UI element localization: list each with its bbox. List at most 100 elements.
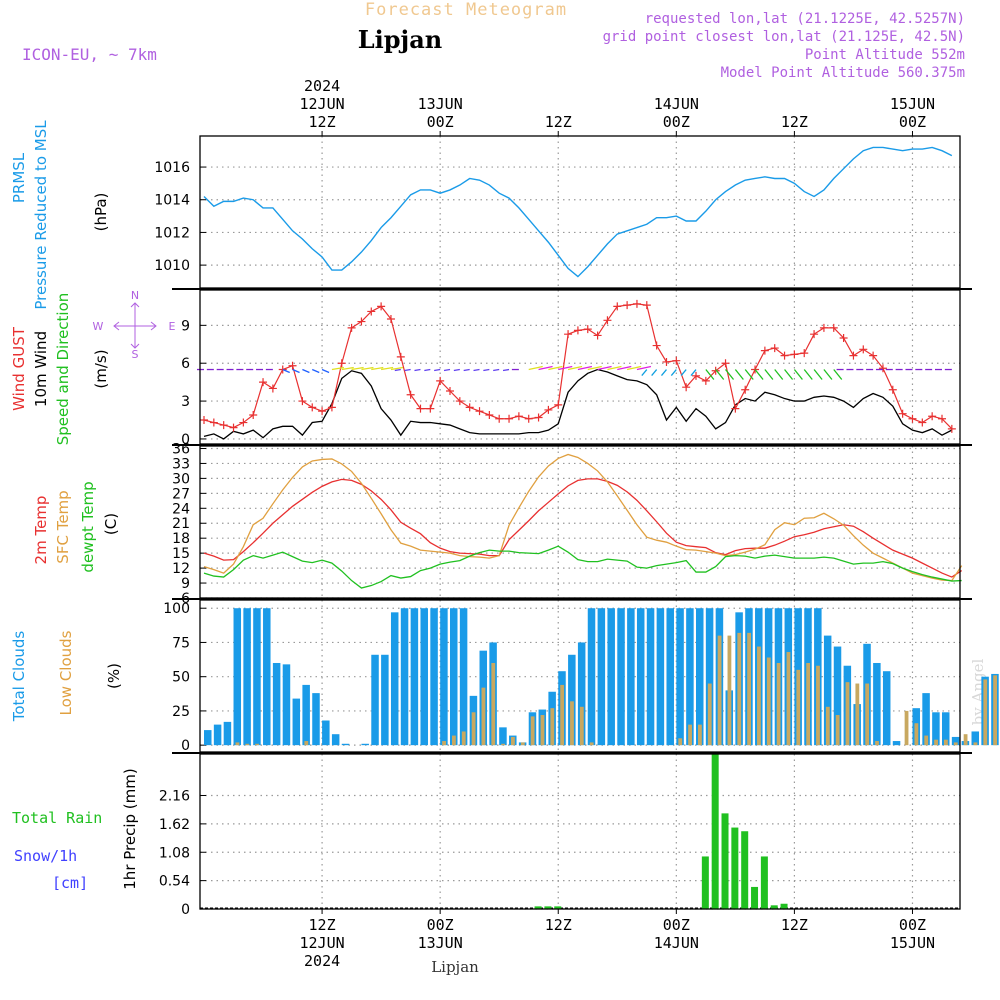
wind-arrow xyxy=(823,369,833,380)
gust-marker xyxy=(573,326,582,335)
bar-total-clouds xyxy=(882,671,891,746)
wind-arrow xyxy=(651,369,658,376)
wind-arrow xyxy=(371,366,384,371)
bar-total-clouds xyxy=(577,642,586,746)
model-point-altitude: Model Point Altitude 560.375m xyxy=(721,65,965,81)
gust-marker xyxy=(436,376,445,385)
bar-low-clouds xyxy=(973,742,978,746)
gust-marker xyxy=(839,333,848,342)
gust-marker xyxy=(268,384,277,393)
y-tick-label: 0 xyxy=(181,432,190,448)
gust-marker xyxy=(318,407,327,416)
gust-marker xyxy=(455,397,464,406)
gust-marker xyxy=(308,403,317,412)
gust-marker xyxy=(505,414,514,423)
bar-low-clouds xyxy=(953,742,958,746)
bar-total-clouds xyxy=(233,608,242,746)
gust-marker xyxy=(465,403,474,412)
y-tick-label: 0 xyxy=(181,902,190,918)
wind-arrow xyxy=(567,365,583,371)
y-tick-label: 36 xyxy=(172,441,190,457)
bar-low-clouds xyxy=(452,735,456,746)
wind-arrow xyxy=(548,365,563,371)
bar-total-clouds xyxy=(951,736,960,746)
bar-total-clouds xyxy=(223,721,232,746)
y-tick-label: 27 xyxy=(172,486,190,502)
bottom-date-label: 15JUN xyxy=(890,934,935,952)
pressure-unit: (hPa) xyxy=(92,193,110,232)
bar-total-clouds xyxy=(322,720,330,746)
gust-marker xyxy=(554,400,563,409)
temp-label-2m: 2m Temp xyxy=(32,496,50,565)
top-date-label: 15JUN xyxy=(890,95,935,113)
y-tick-label: 0 xyxy=(181,738,190,754)
wind-arrow xyxy=(558,365,573,371)
grid-point-coordinates: grid point closest lon,lat (21.125E, 42.… xyxy=(603,29,965,45)
gust-marker xyxy=(544,405,553,414)
y-tick-label: 1014 xyxy=(154,193,190,209)
bar-total-rain xyxy=(701,856,709,909)
bar-total-rain xyxy=(731,827,739,909)
bar-total-clouds xyxy=(381,654,389,746)
chart-title: Forecast Meteogram xyxy=(365,0,567,20)
compass-north-label: N xyxy=(131,289,139,302)
bottom-hour-label: 12Z xyxy=(545,916,572,934)
bar-total-clouds xyxy=(282,664,291,746)
wind-arrow xyxy=(453,368,460,372)
wind-arrow xyxy=(705,369,715,380)
gust-marker xyxy=(416,404,425,413)
bar-total-rain xyxy=(721,813,729,909)
bar-low-clouds xyxy=(845,682,850,746)
wind-arrow xyxy=(483,368,490,372)
gust-marker xyxy=(662,357,671,366)
bar-total-clouds xyxy=(253,608,261,746)
bar-total-clouds xyxy=(312,693,320,746)
gust-marker xyxy=(367,307,376,316)
wind-arrow xyxy=(321,368,330,374)
wind-arrow xyxy=(793,369,803,380)
bottom-date-label: 13JUN xyxy=(418,934,463,952)
gust-marker xyxy=(583,325,592,334)
bar-total-clouds xyxy=(361,743,369,746)
bar-total-clouds xyxy=(450,608,458,746)
bar-low-clouds xyxy=(570,701,574,746)
y-tick-label: 6 xyxy=(181,356,190,372)
gust-marker xyxy=(593,331,602,340)
wind-arrow xyxy=(725,369,735,380)
bar-low-clouds xyxy=(796,669,801,746)
wind-arrow xyxy=(803,369,813,380)
gust-marker xyxy=(446,386,454,395)
bar-low-clouds xyxy=(481,687,486,746)
bar-low-clouds xyxy=(501,743,505,746)
top-date-label: 14JUN xyxy=(654,95,699,113)
wind-label-gust: Wind GUST xyxy=(10,326,28,411)
y-tick-label: 15 xyxy=(172,546,190,562)
wind-arrow xyxy=(528,365,543,371)
bar-low-clouds xyxy=(816,665,820,746)
gust-marker xyxy=(219,421,228,430)
wind-arrow xyxy=(636,365,652,371)
bar-total-clouds xyxy=(823,635,832,746)
bar-total-rain xyxy=(534,906,542,909)
bar-total-clouds xyxy=(410,608,419,746)
wind-arrow xyxy=(587,365,602,371)
bar-low-clouds xyxy=(589,742,594,746)
bar-total-clouds xyxy=(646,608,655,746)
bar-total-clouds xyxy=(696,608,704,746)
rain-legend: Total Rain xyxy=(12,809,102,827)
gust-marker xyxy=(377,302,386,311)
bar-total-clouds xyxy=(942,712,950,746)
wind-arrow xyxy=(351,366,364,371)
gust-marker xyxy=(357,317,366,326)
gust-marker xyxy=(386,315,395,324)
bar-low-clouds xyxy=(491,662,496,746)
gust-marker xyxy=(534,413,543,422)
bar-total-rain xyxy=(741,831,749,909)
gust-marker xyxy=(780,351,789,360)
gust-marker xyxy=(741,385,750,394)
wind-arrow xyxy=(282,368,290,374)
wind-arrow xyxy=(577,365,593,371)
wind-arrow xyxy=(734,369,744,380)
bar-low-clouds xyxy=(747,632,751,746)
gust-marker xyxy=(396,352,405,361)
